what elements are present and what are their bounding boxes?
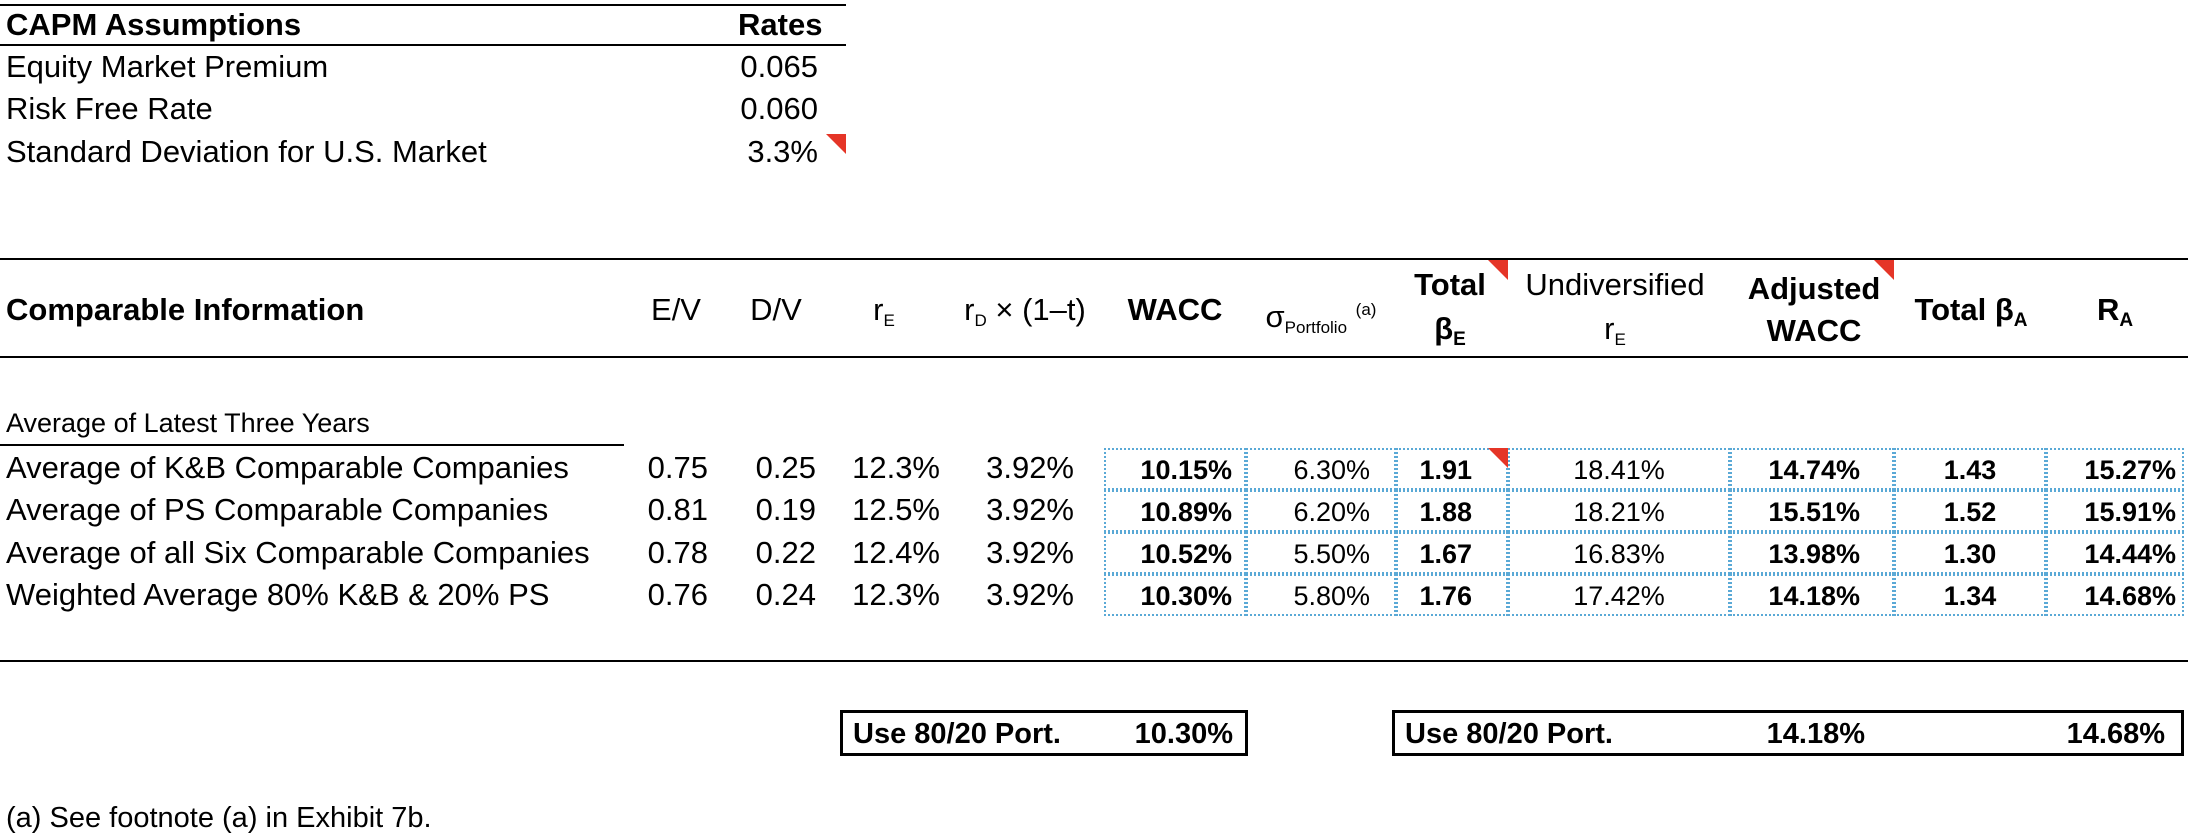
cell-sigma[interactable]: 5.50%	[1246, 532, 1396, 574]
cell-rd: 3.92%	[986, 492, 1074, 527]
cell-beta-a[interactable]: 1.52	[1894, 490, 2046, 532]
cell-beta-a[interactable]: 1.34	[1894, 574, 2046, 616]
cell-ev: 0.78	[647, 535, 708, 570]
cell-ev: 0.76	[647, 577, 708, 612]
cell-beta-e[interactable]: 1.88	[1396, 490, 1508, 532]
row-label: Weighted Average 80% K&B & 20% PS	[6, 577, 550, 612]
cell-sigma[interactable]: 6.20%	[1246, 490, 1396, 532]
comparable-title: Comparable Information	[6, 292, 365, 327]
capm-row-value: 0.065	[740, 49, 818, 84]
cell-wacc[interactable]: 10.15%	[1104, 448, 1246, 490]
footnote: (a) See footnote (a) in Exhibit 7b.	[6, 802, 432, 834]
header-ra: RA	[2096, 292, 2134, 331]
header-rd: rD × (1–t)	[964, 292, 1086, 330]
use-box-label: Use 80/20 Port.	[853, 718, 1061, 750]
cell-rd: 3.92%	[986, 450, 1074, 485]
header-adjusted: Adjusted	[1747, 271, 1881, 306]
header-ev: E/V	[651, 292, 701, 327]
header-total-beta-a: Total βA	[1914, 292, 2028, 331]
capm-row-value: 0.060	[740, 91, 818, 126]
cell-adj-wacc[interactable]: 13.98%	[1730, 532, 1894, 574]
cell-dv: 0.22	[755, 535, 816, 570]
comment-marker-icon[interactable]	[1488, 448, 1508, 468]
header-undiversified: Undiversified	[1525, 267, 1705, 302]
header-re: rE	[873, 292, 895, 330]
cell-adj-wacc[interactable]: 14.74%	[1730, 448, 1894, 490]
cell-re: 12.5%	[852, 492, 940, 527]
header-dv: D/V	[750, 292, 802, 327]
cell-ra[interactable]: 14.44%	[2046, 532, 2184, 574]
cell-adj-wacc[interactable]: 14.18%	[1730, 574, 1894, 616]
cell-undiv-re[interactable]: 18.21%	[1508, 490, 1730, 532]
comment-marker-icon[interactable]	[1874, 260, 1894, 280]
cell-undiv-re[interactable]: 16.83%	[1508, 532, 1730, 574]
cell-adj-wacc[interactable]: 15.51%	[1730, 490, 1894, 532]
comment-marker-icon[interactable]	[826, 134, 846, 154]
use-box-value: 10.30%	[1134, 718, 1233, 750]
section-label: Average of Latest Three Years	[6, 408, 370, 438]
cell-dv: 0.19	[755, 492, 816, 527]
cell-re: 12.3%	[852, 450, 940, 485]
comparable-top-rule	[0, 258, 2188, 260]
cell-rd: 3.92%	[986, 577, 1074, 612]
capm-row-label: Risk Free Rate	[6, 91, 213, 126]
cell-beta-e[interactable]: 1.76	[1396, 574, 1508, 616]
cell-wacc[interactable]: 10.52%	[1104, 532, 1246, 574]
header-undiversified-re: rE	[1604, 311, 1626, 349]
header-adjusted-wacc: WACC	[1766, 313, 1862, 348]
cell-re: 12.3%	[852, 577, 940, 612]
cell-beta-a[interactable]: 1.30	[1894, 532, 2046, 574]
cell-beta-a[interactable]: 1.43	[1894, 448, 2046, 490]
header-sigma: σPortfolio (a)	[1265, 299, 1377, 337]
cell-wacc[interactable]: 10.89%	[1104, 490, 1246, 532]
capm-row-label: Equity Market Premium	[6, 49, 329, 84]
use-box-ra-value: 14.68%	[2066, 718, 2165, 750]
capm-header-rule	[0, 44, 846, 46]
comparable-bottom-rule	[0, 660, 2188, 662]
use-80-20-box-adjusted[interactable]: Use 80/20 Port. 14.18% 14.68%	[1392, 710, 2184, 756]
use-box-label: Use 80/20 Port.	[1405, 718, 1613, 750]
capm-title: CAPM Assumptions	[6, 7, 302, 42]
header-total-beta-e-symbol: βE	[1434, 311, 1466, 350]
row-label: Average of PS Comparable Companies	[6, 492, 549, 527]
cell-ev: 0.81	[647, 492, 708, 527]
cell-dv: 0.25	[755, 450, 816, 485]
capm-row-label: Standard Deviation for U.S. Market	[6, 134, 487, 169]
cell-ra[interactable]: 14.68%	[2046, 574, 2184, 616]
capm-top-rule	[0, 4, 846, 6]
cell-beta-e[interactable]: 1.67	[1396, 532, 1508, 574]
cell-re: 12.4%	[852, 535, 940, 570]
row-label: Average of K&B Comparable Companies	[6, 450, 569, 485]
cell-undiv-re[interactable]: 18.41%	[1508, 448, 1730, 490]
section-rule	[0, 444, 624, 446]
cell-ra[interactable]: 15.27%	[2046, 448, 2184, 490]
cell-ev: 0.75	[647, 450, 708, 485]
row-label: Average of all Six Comparable Companies	[6, 535, 590, 570]
cell-beta-e[interactable]: 1.91	[1396, 448, 1508, 490]
capm-rates-header: Rates	[738, 7, 823, 42]
cell-wacc[interactable]: 10.30%	[1104, 574, 1246, 616]
cell-undiv-re[interactable]: 17.42%	[1508, 574, 1730, 616]
cell-dv: 0.24	[755, 577, 816, 612]
cell-ra[interactable]: 15.91%	[2046, 490, 2184, 532]
comparable-header-rule	[0, 356, 2188, 358]
cell-rd: 3.92%	[986, 535, 1074, 570]
use-box-adj-value: 14.18%	[1766, 718, 1865, 750]
header-wacc: WACC	[1127, 292, 1223, 327]
cell-sigma[interactable]: 6.30%	[1246, 448, 1396, 490]
cell-sigma[interactable]: 5.80%	[1246, 574, 1396, 616]
capm-row-value: 3.3%	[747, 134, 818, 169]
use-80-20-box-wacc[interactable]: Use 80/20 Port. 10.30%	[840, 710, 1248, 756]
header-total-beta-e: Total	[1414, 267, 1486, 302]
comment-marker-icon[interactable]	[1488, 260, 1508, 280]
